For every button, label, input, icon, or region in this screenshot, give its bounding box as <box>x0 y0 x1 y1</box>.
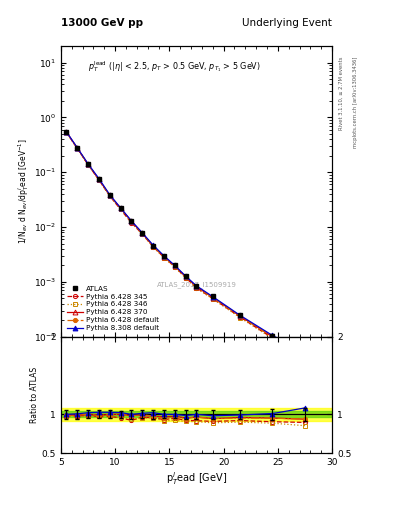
Y-axis label: 1/N$_{ev}$ d N$_{ev}$/dp$_T^l$ead [GeV$^{-1}$]: 1/N$_{ev}$ d N$_{ev}$/dp$_T^l$ead [GeV$^… <box>16 139 31 244</box>
X-axis label: p$_T^l$ead [GeV]: p$_T^l$ead [GeV] <box>166 470 227 486</box>
Text: mcplots.cern.ch [arXiv:1306.3436]: mcplots.cern.ch [arXiv:1306.3436] <box>353 56 358 148</box>
Text: 13000 GeV pp: 13000 GeV pp <box>61 18 143 28</box>
Text: Rivet 3.1.10, ≥ 2.7M events: Rivet 3.1.10, ≥ 2.7M events <box>339 56 344 130</box>
Legend: ATLAS, Pythia 6.428 345, Pythia 6.428 346, Pythia 6.428 370, Pythia 6.428 defaul: ATLAS, Pythia 6.428 345, Pythia 6.428 34… <box>64 284 162 333</box>
Y-axis label: Ratio to ATLAS: Ratio to ATLAS <box>30 367 39 423</box>
Text: Underlying Event: Underlying Event <box>242 18 332 28</box>
Text: ATLAS_2017_I1509919: ATLAS_2017_I1509919 <box>156 281 237 288</box>
Bar <box>61 411 332 417</box>
Bar <box>61 408 332 420</box>
Text: $p_T^{\mathrm{lead}}$ ($|\eta|$ < 2.5, $p_T$ > 0.5 GeV, $p_{T_1}$ > 5 GeV): $p_T^{\mathrm{lead}}$ ($|\eta|$ < 2.5, $… <box>88 59 261 74</box>
